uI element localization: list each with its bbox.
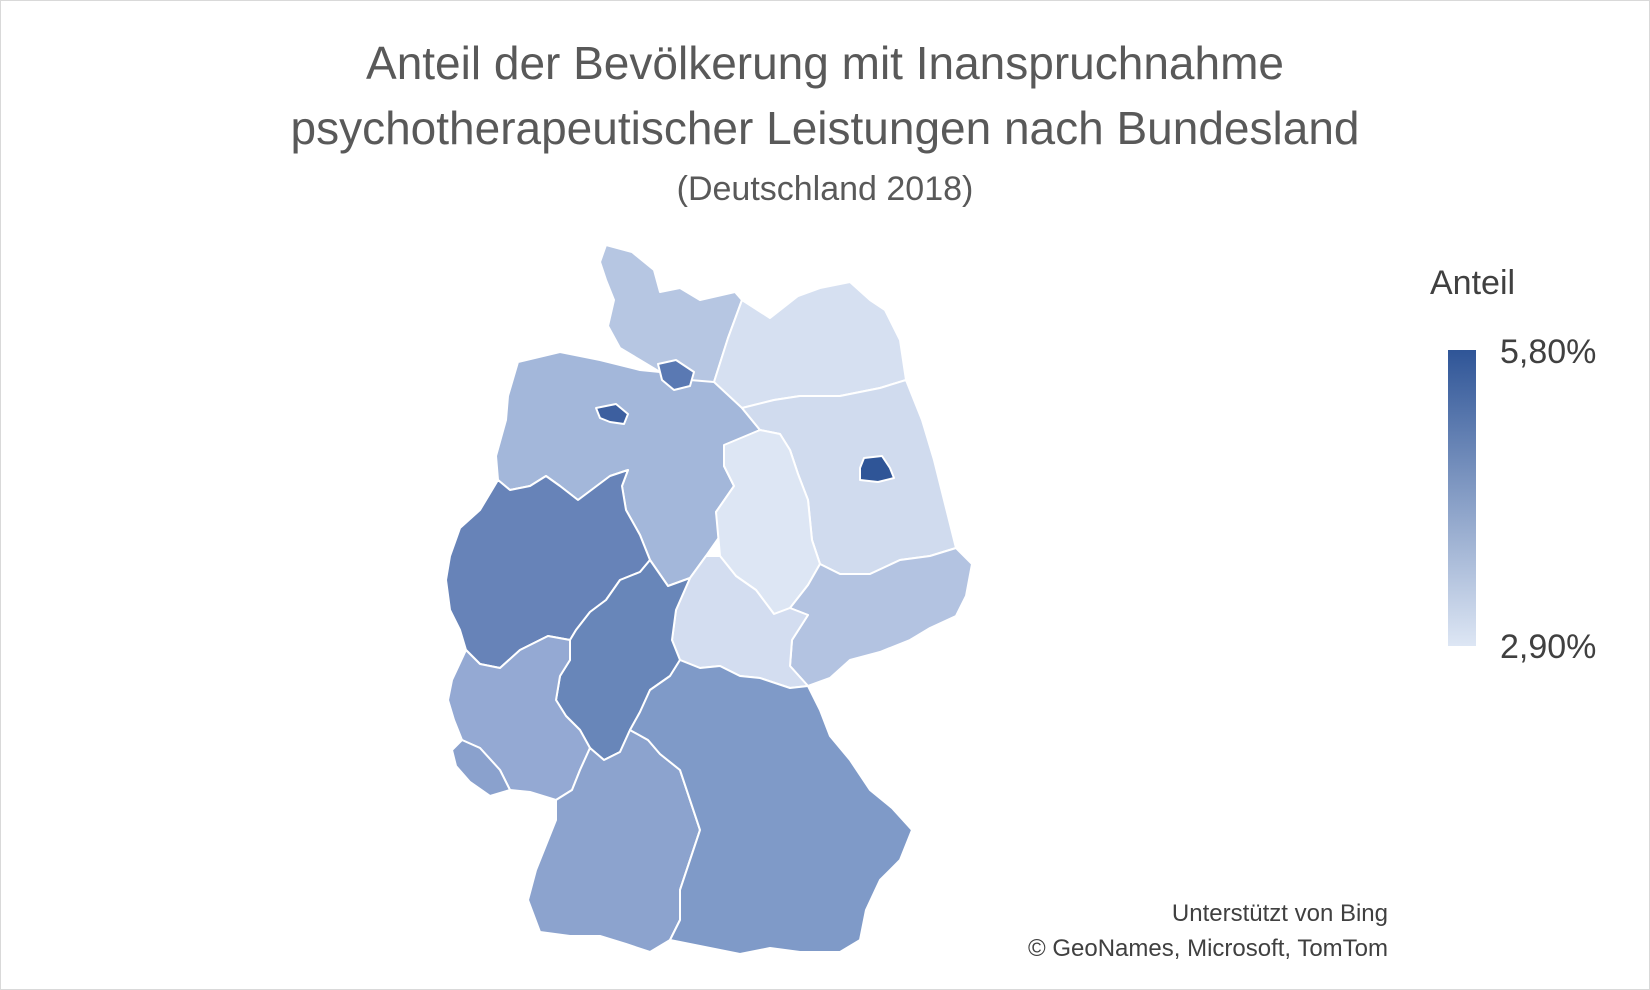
region-saarland[interactable] — [451, 739, 511, 797]
region-bayern[interactable] — [629, 659, 913, 955]
region-berlin[interactable] — [859, 455, 895, 483]
credit-bing: Unterstützt von Bing — [1171, 900, 1388, 927]
legend-max-label: 5,80% — [1500, 333, 1597, 371]
region-sachsen[interactable] — [789, 547, 973, 687]
legend-title: Anteil — [1430, 264, 1516, 302]
map-title-line-1: Anteil der Bevölkerung mit Inanspruchnah… — [366, 37, 1284, 89]
region-bremen[interactable] — [595, 403, 629, 425]
map-title-line-2: psychotherapeutischer Leistungen nach Bu… — [290, 102, 1360, 154]
legend-min-label: 2,90% — [1500, 628, 1597, 666]
region-hamburg[interactable] — [657, 359, 695, 391]
credit-copyright: © GeoNames, Microsoft, TomTom — [1028, 935, 1388, 962]
legend-color-scale — [1448, 350, 1476, 646]
map-subtitle: (Deutschland 2018) — [676, 170, 974, 208]
